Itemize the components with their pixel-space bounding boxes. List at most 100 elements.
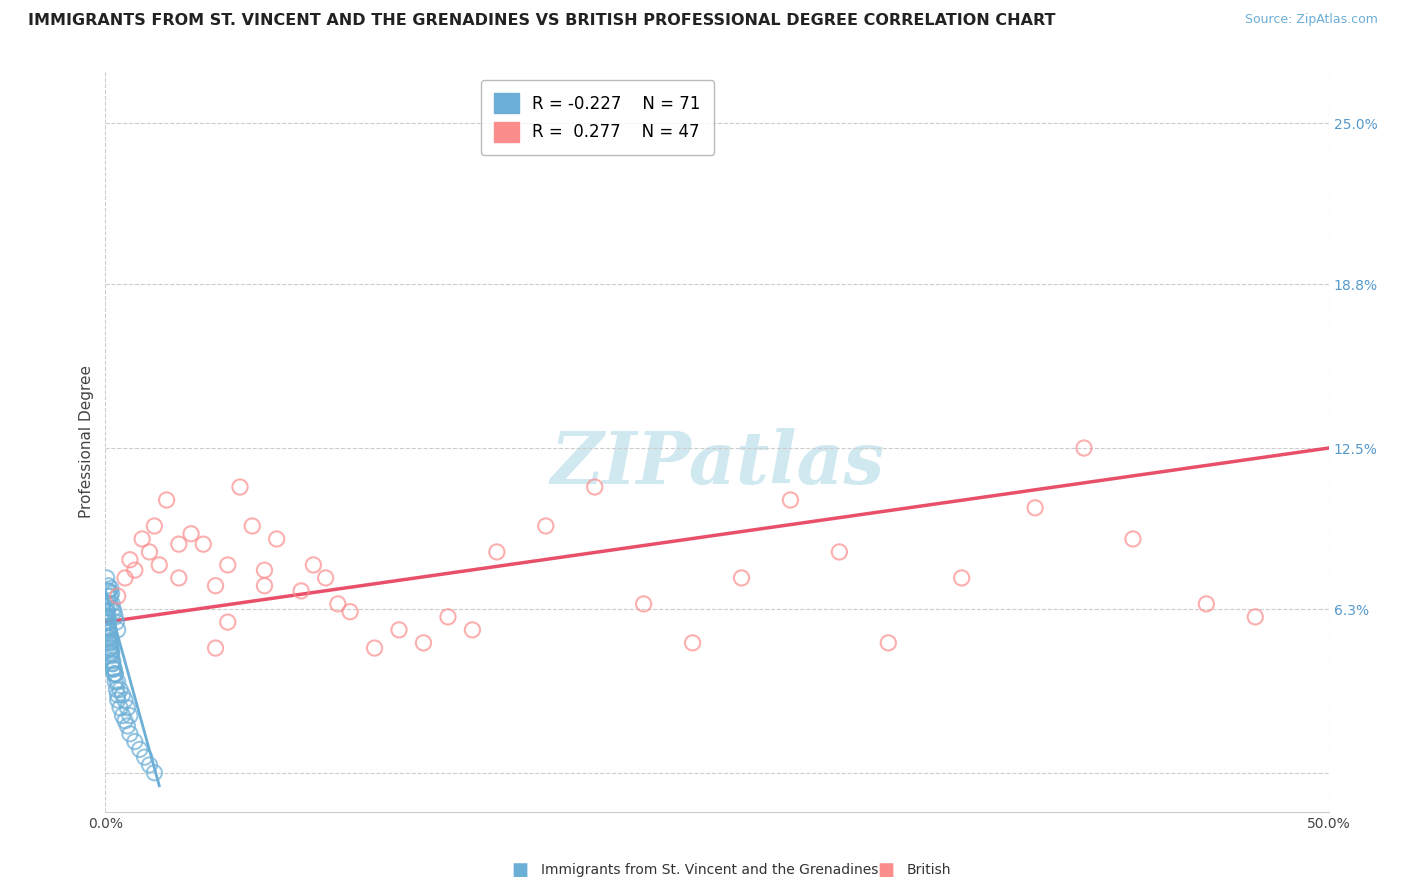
- Point: [96, 597, 118, 611]
- Point: [100, 646, 122, 660]
- Point: [103, 605, 125, 619]
- Point: [124, 563, 146, 577]
- Point: [114, 714, 136, 728]
- Point: [1244, 610, 1267, 624]
- Legend: R = -0.227    N = 71, R =  0.277    N = 47: R = -0.227 N = 71, R = 0.277 N = 47: [481, 79, 714, 155]
- Point: [779, 493, 801, 508]
- Point: [131, 532, 153, 546]
- Point: [98, 628, 121, 642]
- Point: [98, 623, 121, 637]
- Point: [98, 583, 121, 598]
- Point: [1122, 532, 1144, 546]
- Point: [167, 571, 190, 585]
- Point: [96, 605, 118, 619]
- Point: [128, 742, 150, 756]
- Point: [97, 615, 120, 629]
- Point: [101, 654, 124, 668]
- Point: [101, 657, 124, 671]
- Point: [98, 631, 121, 645]
- Point: [97, 620, 120, 634]
- Point: [217, 615, 239, 629]
- Point: [339, 605, 361, 619]
- Point: [98, 636, 121, 650]
- Point: [97, 589, 120, 603]
- Point: [138, 545, 160, 559]
- Point: [96, 571, 118, 585]
- Point: [96, 610, 118, 624]
- Point: [950, 571, 973, 585]
- Point: [97, 610, 120, 624]
- Point: [98, 625, 121, 640]
- Point: [1073, 441, 1095, 455]
- Point: [217, 558, 239, 572]
- Point: [100, 646, 122, 660]
- Point: [96, 605, 118, 619]
- Point: [315, 571, 337, 585]
- Point: [97, 620, 120, 634]
- Y-axis label: Professional Degree: Professional Degree: [79, 365, 94, 518]
- Point: [104, 610, 127, 624]
- Point: [97, 623, 120, 637]
- Point: [100, 641, 122, 656]
- Point: [108, 682, 131, 697]
- Point: [633, 597, 655, 611]
- Point: [193, 537, 215, 551]
- Point: [103, 667, 125, 681]
- Point: [412, 636, 434, 650]
- Point: [828, 545, 851, 559]
- Text: ■: ■: [512, 861, 529, 879]
- Point: [101, 602, 124, 616]
- Point: [100, 586, 122, 600]
- Point: [100, 582, 122, 596]
- Point: [485, 545, 508, 559]
- Point: [240, 519, 263, 533]
- Point: [103, 662, 125, 676]
- Point: [1024, 500, 1046, 515]
- Point: [107, 589, 129, 603]
- Point: [104, 667, 127, 681]
- Point: [97, 579, 120, 593]
- Point: [97, 615, 120, 629]
- Point: [148, 558, 170, 572]
- Point: [98, 641, 121, 656]
- Point: [104, 674, 127, 689]
- Text: ZIPatlas: ZIPatlas: [550, 428, 884, 500]
- Point: [107, 693, 129, 707]
- Point: [461, 623, 484, 637]
- Point: [96, 583, 118, 598]
- Point: [730, 571, 752, 585]
- Point: [437, 610, 460, 624]
- Point: [118, 708, 141, 723]
- Point: [104, 667, 127, 681]
- Point: [117, 719, 139, 733]
- Point: [253, 579, 276, 593]
- Point: [118, 727, 141, 741]
- Point: [204, 579, 226, 593]
- Point: [98, 633, 121, 648]
- Point: [100, 639, 122, 653]
- Point: [363, 641, 385, 656]
- Point: [117, 701, 139, 715]
- Point: [204, 641, 226, 656]
- Point: [1195, 597, 1218, 611]
- Point: [101, 657, 124, 671]
- Point: [100, 643, 122, 657]
- Point: [253, 563, 276, 577]
- Point: [101, 597, 124, 611]
- Point: [108, 701, 131, 715]
- Point: [229, 480, 252, 494]
- Point: [98, 597, 121, 611]
- Point: [98, 631, 121, 645]
- Point: [388, 623, 411, 637]
- Point: [107, 688, 129, 702]
- Point: [583, 480, 606, 494]
- Text: British: British: [907, 863, 952, 877]
- Point: [105, 682, 128, 697]
- Point: [114, 571, 136, 585]
- Point: [124, 734, 146, 748]
- Point: [266, 532, 288, 546]
- Point: [96, 615, 118, 629]
- Point: [155, 493, 177, 508]
- Point: [326, 597, 349, 611]
- Point: [143, 765, 166, 780]
